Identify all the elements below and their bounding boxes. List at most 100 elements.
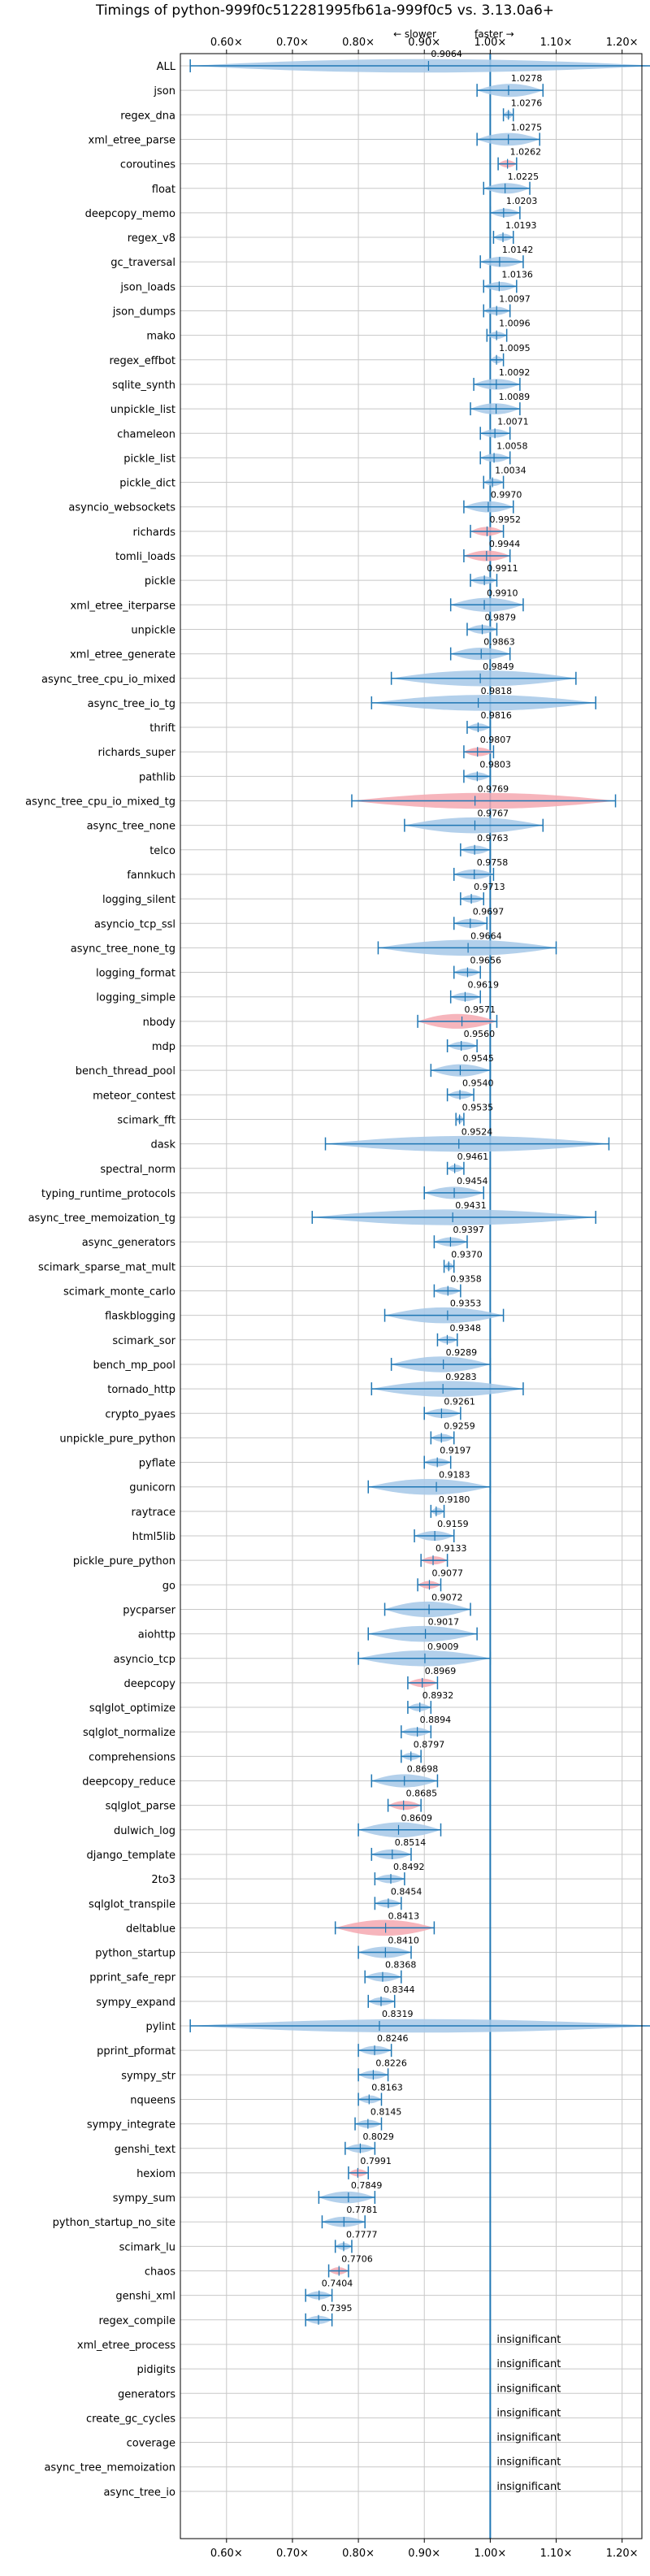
row-label: richards xyxy=(133,527,176,539)
value-label: 0.9353 xyxy=(450,1299,482,1309)
value-label: 0.9863 xyxy=(483,637,515,648)
value-label: 1.0225 xyxy=(508,171,540,182)
value-label: 1.0262 xyxy=(510,147,542,158)
row-label: pidigits xyxy=(137,2364,176,2376)
row-label: dask xyxy=(150,1139,176,1151)
value-label: 0.9431 xyxy=(455,1200,487,1211)
value-label: 0.8685 xyxy=(406,1789,438,1799)
row-label: richards_super xyxy=(98,747,176,759)
row-label: regex_compile xyxy=(98,2315,176,2327)
value-label: 0.9540 xyxy=(462,1078,494,1088)
row-label: scimark_monte_carlo xyxy=(63,1286,176,1299)
value-label: 0.9370 xyxy=(451,1249,483,1260)
row-label: pyflate xyxy=(139,1458,176,1470)
value-label: 0.9952 xyxy=(489,514,521,525)
value-label: 0.9849 xyxy=(483,661,514,672)
row-label: async_tree_memoization_tg xyxy=(28,1212,176,1225)
x-tick-label-top: 1.10× xyxy=(540,37,573,49)
insignificant-label: insignificant xyxy=(496,2432,561,2444)
row-label: 2to3 xyxy=(151,1874,176,1886)
x-tick-label-bottom: 1.20× xyxy=(606,2548,639,2560)
row-label: coverage xyxy=(127,2438,176,2450)
value-label: 1.0071 xyxy=(497,416,529,427)
row-label: pprint_pformat xyxy=(97,2045,176,2058)
row-label: sympy_expand xyxy=(96,1997,176,2009)
value-label: 0.8029 xyxy=(362,2131,394,2142)
row-label: unpickle_list xyxy=(110,404,176,416)
row-label: scimark_fft xyxy=(117,1114,176,1126)
row-label: telco xyxy=(150,845,176,857)
row-label: generators xyxy=(118,2388,176,2400)
row-label: sqlglot_transpile xyxy=(89,1898,176,1910)
row-label: xml_etree_iterparse xyxy=(70,600,176,612)
row-label: regex_v8 xyxy=(128,232,176,245)
value-label: 0.8698 xyxy=(407,1764,438,1775)
value-label: 0.8894 xyxy=(420,1715,452,1725)
value-label: 0.7781 xyxy=(346,2205,378,2215)
x-tick-label-top: 1.00× xyxy=(474,37,506,49)
row-label: python_startup_no_site xyxy=(53,2217,176,2229)
value-label: 0.9183 xyxy=(439,1470,470,1481)
row-label: xml_etree_generate xyxy=(70,649,176,661)
value-label: 0.7777 xyxy=(346,2229,378,2240)
row-label: meteor_contest xyxy=(93,1090,176,1102)
value-label: 0.9289 xyxy=(446,1347,478,1358)
value-label: 0.9009 xyxy=(427,1641,459,1652)
row-label: asyncio_tcp_ssl xyxy=(94,918,176,930)
row-label: deepcopy_reduce xyxy=(82,1776,176,1789)
x-tick-label-top: 0.70× xyxy=(276,37,309,49)
value-label: 0.7849 xyxy=(351,2180,383,2191)
row-label: bench_mp_pool xyxy=(93,1360,176,1372)
value-label: 0.9664 xyxy=(470,930,502,941)
value-label: 0.9767 xyxy=(477,809,509,819)
value-label: 1.0089 xyxy=(499,392,531,402)
row-label: tomli_loads xyxy=(115,551,176,563)
value-label: 1.0136 xyxy=(501,269,533,280)
row-label: sympy_sum xyxy=(113,2192,176,2205)
value-label: 0.8413 xyxy=(388,1910,420,1921)
row-label: comprehensions xyxy=(89,1751,176,1763)
row-label: hexiom xyxy=(136,2168,176,2180)
value-label: 0.8492 xyxy=(393,1862,425,1872)
row-labels: ALL json regex_dna xml_etree_parse coroutine… xyxy=(25,61,176,2499)
row-label: flaskblogging xyxy=(105,1311,176,1323)
value-label: 0.8226 xyxy=(375,2058,407,2068)
x-tick-label-top: 1.20× xyxy=(606,37,639,49)
x-tick-label-bottom: 1.00× xyxy=(474,2548,506,2560)
row-label: dulwich_log xyxy=(114,1825,176,1837)
value-label: 0.8797 xyxy=(414,1739,445,1750)
row-label: bench_thread_pool xyxy=(76,1065,176,1078)
value-label: 0.9560 xyxy=(464,1029,496,1039)
value-label: 1.0203 xyxy=(506,196,538,206)
value-label: 1.0034 xyxy=(495,466,526,476)
value-label: 0.8609 xyxy=(401,1813,433,1824)
row-label: sqlglot_parse xyxy=(106,1801,176,1813)
row-label: genshi_text xyxy=(115,2144,176,2156)
value-label: 0.9803 xyxy=(479,759,511,770)
value-label: 0.9461 xyxy=(457,1151,489,1162)
value-label: 0.7991 xyxy=(360,2156,392,2166)
row-label: sqlglot_normalize xyxy=(83,1727,176,1739)
value-label: 0.9524 xyxy=(462,1127,493,1138)
row-label: tornado_http xyxy=(107,1384,176,1396)
row-label: pickle_list xyxy=(124,453,176,465)
row-label: xml_etree_process xyxy=(77,2340,176,2352)
row-label: async_tree_none_tg xyxy=(71,943,176,955)
row-label: pickle_pure_python xyxy=(73,1555,176,1568)
row-label: unpickle_pure_python xyxy=(59,1433,176,1445)
insignificant-label: insignificant xyxy=(496,2383,561,2395)
row-label: async_tree_io xyxy=(103,2487,176,2499)
value-label: 0.8969 xyxy=(425,1666,457,1676)
value-label: 0.9571 xyxy=(465,1004,496,1015)
row-label: regex_dna xyxy=(120,110,176,122)
row-label: python_startup xyxy=(95,1948,176,1960)
value-label: 0.7395 xyxy=(321,2303,353,2314)
slower-label: ← slower xyxy=(393,28,436,40)
value-label: 0.8246 xyxy=(377,2033,409,2044)
value-label: 0.9697 xyxy=(473,906,505,917)
row-label: json_loads xyxy=(119,281,176,293)
row-label: logging_silent xyxy=(102,894,176,906)
value-label: 0.9944 xyxy=(489,539,521,549)
value-label: 0.9454 xyxy=(457,1176,488,1186)
row-label: django_template xyxy=(87,1850,176,1862)
